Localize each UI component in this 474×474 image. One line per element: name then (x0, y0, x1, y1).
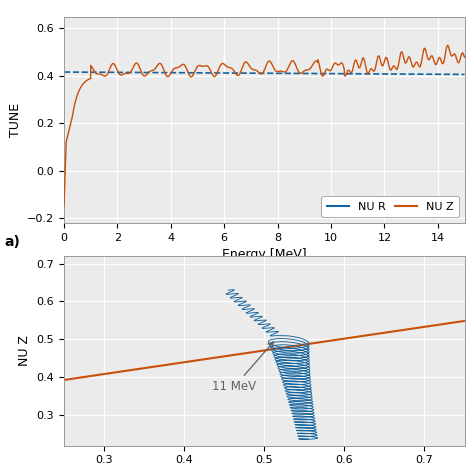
X-axis label: Energy [MeV]: Energy [MeV] (222, 248, 307, 261)
NU Z (429, 53, 435, 59)
NU Z (229, 66, 235, 72)
NU R (429, 72, 435, 77)
NU Z (462, 55, 467, 60)
NU Z (449, 53, 455, 59)
NU R (233, 70, 238, 76)
NU R (449, 72, 455, 77)
NU R (352, 71, 358, 77)
Legend: NU R, NU Z: NU R, NU Z (321, 196, 459, 217)
NU R (229, 70, 235, 76)
NU Z (61, 203, 67, 209)
Line: NU Z: NU Z (64, 46, 465, 206)
Y-axis label: TUNE: TUNE (9, 103, 22, 137)
NU Z (445, 43, 450, 48)
Text: a): a) (5, 235, 20, 249)
Line: NU R: NU R (64, 72, 465, 74)
Y-axis label: NU Z: NU Z (18, 335, 31, 366)
NU Z (352, 58, 358, 64)
NU Z (233, 71, 238, 76)
NU R (462, 72, 467, 77)
Text: 11 MeV: 11 MeV (212, 342, 273, 393)
NU Z (251, 67, 257, 73)
NU R (61, 69, 67, 75)
NU R (251, 70, 257, 76)
